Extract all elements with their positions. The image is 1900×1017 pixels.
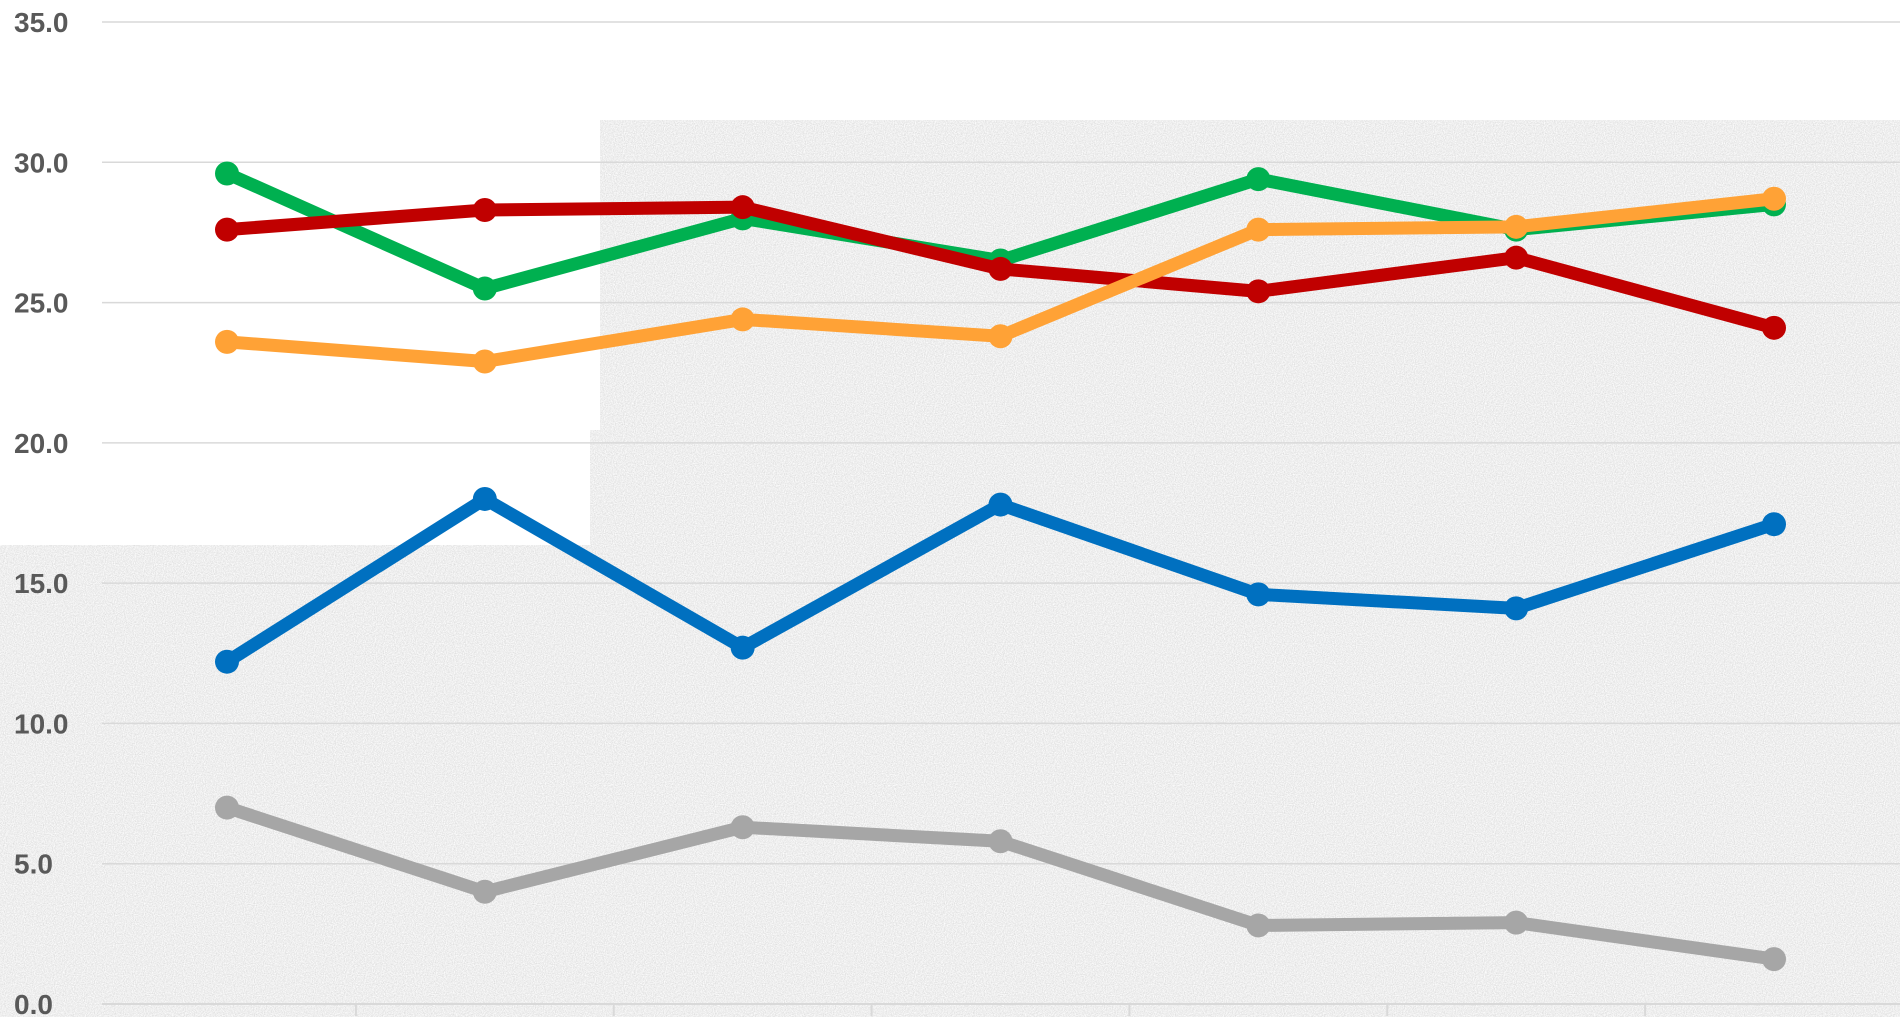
column — [440, 640, 466, 950]
data-point — [1762, 512, 1786, 537]
series-4 — [215, 486, 1786, 674]
series-2 — [215, 195, 1786, 340]
data-point — [1762, 186, 1786, 211]
data-point — [215, 161, 239, 186]
column — [335, 640, 361, 950]
data-point — [1246, 913, 1271, 938]
data-point — [1246, 279, 1271, 304]
x-axis — [102, 1003, 1900, 1016]
column — [860, 640, 886, 950]
data-point — [215, 217, 239, 242]
data-point — [215, 795, 239, 820]
series-3 — [215, 186, 1786, 374]
y-tick-label: 0.0 — [14, 989, 53, 1017]
data-point — [730, 635, 755, 660]
data-point — [1246, 167, 1271, 192]
data-point — [988, 324, 1013, 349]
column — [1595, 640, 1621, 950]
data-point — [472, 349, 497, 374]
y-tick-label: 20.0 — [14, 428, 69, 459]
building-facade — [0, 560, 1900, 1017]
data-point — [1246, 582, 1271, 607]
data-point — [730, 815, 755, 840]
data-point — [988, 256, 1013, 281]
data-point — [215, 329, 239, 354]
data-point — [1504, 214, 1529, 239]
data-point — [215, 649, 239, 674]
column — [1070, 640, 1096, 950]
y-tick-label: 35.0 — [14, 7, 69, 38]
series-lines — [215, 161, 1786, 972]
tower-top — [640, 330, 700, 440]
y-axis-tick-labels: 0.0 5.0 10.0 15.0 20.0 25.0 30.0 35.0 — [14, 7, 69, 1017]
series-5 — [215, 795, 1786, 972]
y-tick-label: 15.0 — [14, 568, 69, 599]
data-point — [1246, 217, 1271, 242]
column — [650, 640, 676, 950]
data-point — [1504, 245, 1529, 270]
data-point — [472, 197, 497, 222]
column — [1490, 640, 1516, 950]
data-point — [1762, 947, 1786, 972]
column — [965, 640, 991, 950]
y-tick-label: 5.0 — [14, 849, 53, 880]
column — [230, 640, 256, 950]
data-point — [1504, 596, 1529, 621]
y-tick-label: 25.0 — [14, 288, 69, 319]
y-tick-label: 10.0 — [14, 708, 69, 739]
background-building-image — [0, 120, 1900, 1017]
data-point — [730, 195, 755, 220]
roofline — [0, 545, 1900, 575]
column — [1385, 640, 1411, 950]
data-point — [1504, 910, 1529, 935]
column — [1700, 640, 1726, 950]
data-point — [472, 486, 497, 511]
data-point — [1762, 315, 1786, 340]
column — [545, 640, 571, 950]
column — [125, 640, 151, 950]
y-tick-label: 30.0 — [14, 147, 69, 178]
column — [755, 640, 781, 950]
data-point — [988, 829, 1013, 854]
column — [1805, 640, 1831, 950]
sky-texture — [600, 120, 1900, 580]
data-point — [472, 276, 497, 301]
data-point — [472, 879, 497, 904]
column — [20, 640, 46, 950]
column — [1280, 640, 1306, 950]
data-point — [730, 307, 755, 332]
data-point — [988, 492, 1013, 517]
